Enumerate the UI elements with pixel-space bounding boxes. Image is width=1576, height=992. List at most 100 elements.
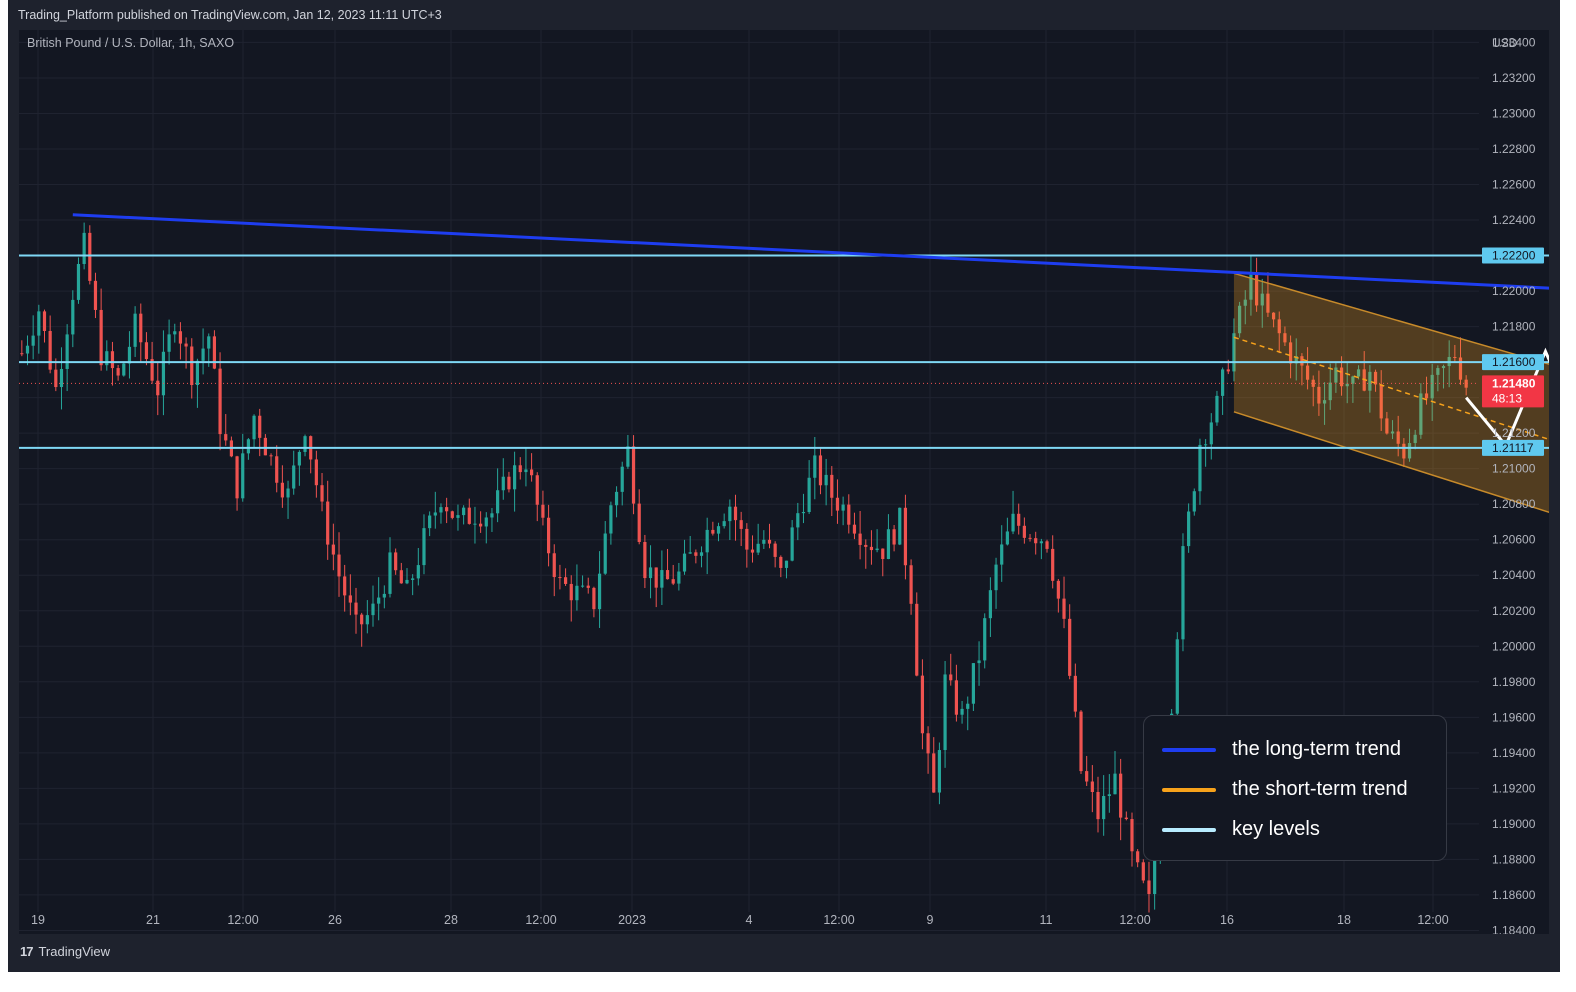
candle-body	[1011, 513, 1015, 532]
y-tick-label: 1.19600	[1492, 710, 1536, 724]
key-level-price-tag	[1482, 247, 1544, 264]
x-tick-label: 16	[1220, 913, 1234, 927]
candle-body	[932, 753, 936, 793]
candle-body	[343, 576, 347, 596]
candle-body	[280, 482, 284, 498]
candle-body	[898, 507, 902, 545]
candle-body	[1130, 819, 1134, 852]
candle-body	[620, 466, 624, 492]
candle-body	[858, 533, 862, 545]
candle-body	[411, 578, 415, 580]
candle-body	[552, 553, 556, 578]
candle-body	[903, 507, 908, 566]
y-tick-label: 1.18800	[1492, 852, 1536, 866]
candle-body	[677, 571, 681, 584]
legend-item-short-term: the short-term trend	[1162, 778, 1408, 801]
candle-body	[490, 513, 494, 518]
candle-body	[1221, 369, 1225, 396]
brand-name[interactable]: TradingView	[38, 944, 111, 959]
candle-body	[988, 590, 992, 619]
candle-body	[671, 579, 675, 584]
candle-body	[869, 546, 874, 551]
legend-swatch-key-levels	[1162, 827, 1216, 832]
candle-body	[592, 587, 596, 610]
candle-body	[864, 544, 868, 547]
candle-body	[1458, 357, 1463, 380]
candle-body	[1379, 384, 1383, 419]
candle-body	[762, 539, 766, 544]
x-tick-label: 28	[444, 913, 458, 927]
candle-body	[31, 335, 35, 346]
candle-body	[971, 663, 975, 704]
y-tick-label: 1.19800	[1492, 675, 1536, 689]
x-tick-label: 11	[1040, 913, 1053, 927]
candle-body	[1141, 862, 1145, 881]
candle-body	[597, 573, 602, 610]
symbol-title[interactable]: British Pound / U.S. Dollar, 1h, SAXO	[27, 36, 235, 50]
candle-body	[1271, 312, 1276, 320]
candle-body	[1260, 293, 1264, 306]
candle-body	[292, 465, 296, 489]
y-tick-label: 1.20600	[1492, 533, 1536, 547]
candle-body	[99, 309, 103, 366]
candle-body	[1396, 431, 1400, 444]
y-tick-label: 1.23400	[1492, 35, 1536, 49]
candle-body	[1300, 356, 1304, 366]
candle-body	[960, 708, 964, 715]
candle-body	[580, 585, 585, 587]
candle-body	[42, 311, 47, 332]
candle-body	[365, 615, 369, 625]
candle-body	[144, 342, 149, 360]
candle-body	[1085, 771, 1089, 782]
y-tick-label: 1.19200	[1492, 781, 1536, 795]
candle-body	[513, 465, 517, 490]
tradingview-logo-icon[interactable]: 17	[20, 944, 34, 959]
candle-body	[983, 618, 987, 661]
candle-body	[824, 474, 828, 486]
candle-body	[178, 331, 183, 344]
y-tick-label: 1.22600	[1492, 178, 1536, 192]
candle-body	[609, 505, 613, 534]
candle-body	[1402, 443, 1406, 459]
candle-body	[195, 360, 200, 386]
candle-body	[263, 437, 267, 456]
candle-body	[892, 529, 896, 545]
x-tick-label: 21	[146, 913, 160, 927]
candle-body	[614, 491, 619, 506]
candle-body	[1198, 444, 1202, 492]
candle-body	[1039, 541, 1043, 544]
candle-body	[716, 526, 721, 534]
candle-body	[207, 336, 211, 349]
candle-body	[1373, 371, 1378, 385]
candle-body	[756, 543, 760, 553]
candle-body	[496, 490, 500, 514]
candle-body	[173, 331, 177, 335]
candle-body	[258, 415, 262, 438]
candle-body	[818, 455, 823, 486]
candle-body	[660, 570, 664, 588]
candle-body	[1056, 580, 1060, 599]
candle-body	[201, 348, 205, 361]
candle-body	[224, 434, 228, 441]
candle-body	[82, 232, 86, 264]
candle-body	[1147, 880, 1151, 894]
candle-body	[161, 351, 166, 396]
candle-body	[65, 334, 69, 369]
candle-body	[428, 515, 432, 529]
candle-body	[688, 552, 692, 554]
candle-body	[467, 507, 471, 524]
candle-body	[1005, 531, 1009, 545]
candle-body	[954, 680, 959, 715]
candle-body	[218, 368, 222, 435]
candle-body	[524, 469, 528, 473]
y-tick-label: 1.21000	[1492, 462, 1536, 476]
candle-body	[20, 353, 24, 355]
candle-body	[1028, 537, 1032, 539]
key-level-price-tag	[1482, 354, 1544, 371]
candle-body	[212, 336, 217, 369]
candle-body	[433, 512, 437, 516]
candle-body	[252, 415, 256, 440]
candle-body	[1351, 376, 1355, 384]
candle-body	[354, 602, 358, 615]
